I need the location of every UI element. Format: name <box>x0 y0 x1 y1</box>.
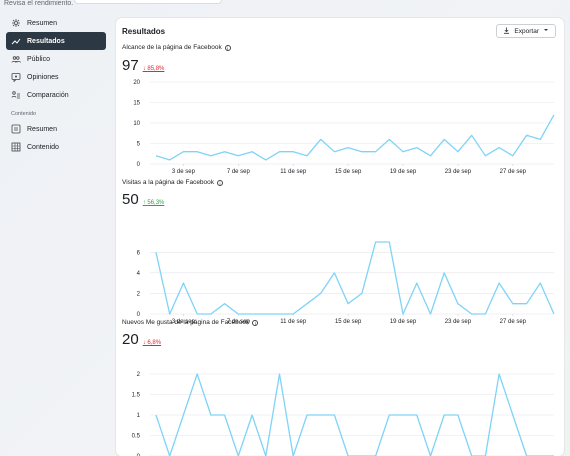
metric-number: 50 <box>122 191 139 208</box>
x-tick-label: 15 de sep <box>335 169 362 175</box>
x-tick-label: 15 de sep <box>335 319 362 325</box>
metric-delta: ↓ 85,8% <box>142 66 165 72</box>
metric-value-visits: 50 ↑ 56,3% <box>122 191 164 208</box>
delta-value: 85,8% <box>147 66 165 72</box>
series-line <box>155 241 555 315</box>
content-overview-icon <box>11 124 21 134</box>
metric-label-visits: Visitas a la página de Facebook i <box>122 179 224 186</box>
sidebar-item-resultados[interactable]: Resultados <box>6 32 106 50</box>
metric-delta: ↑ 56,3% <box>142 200 165 206</box>
sidebar-item-content-resumen[interactable]: Resumen <box>6 120 106 138</box>
x-tick-label: 19 de sep <box>390 169 417 175</box>
feedback-icon <box>11 72 21 82</box>
sidebar-item-publico[interactable]: Público <box>6 50 106 68</box>
x-tick-label: 3 de sep <box>172 319 196 325</box>
x-tick-label: 27 de sep <box>500 319 527 325</box>
sidebar-item-label: Público <box>27 55 50 63</box>
results-icon <box>11 36 21 46</box>
x-tick-label: 23 de sep <box>445 169 472 175</box>
series-line <box>155 373 554 456</box>
audience-icon <box>11 54 21 64</box>
top-hint-text: Revisa el rendimiento. <box>4 0 74 7</box>
sidebar-item-label: Resumen <box>27 19 57 27</box>
info-icon[interactable]: i <box>217 179 224 186</box>
metric-label-likes: Nuevos Me gusta de la página de Facebook… <box>122 319 259 326</box>
x-tick-label: 23 de sep <box>445 319 472 325</box>
sidebar-item-label: Resultados <box>27 37 65 45</box>
reach-chart: 0 5 10 15 20 3 de sep 7 de sep 11 de sep 15 de s… <box>133 80 555 175</box>
metric-label-text: Alcance de la página de Facebook <box>122 44 222 51</box>
y-tick-label: 0.5 <box>132 434 141 440</box>
metric-value-likes: 20 ↓ 6,8% <box>122 331 161 348</box>
sidebar-item-label: Comparación <box>27 91 69 99</box>
y-tick-label: 1.5 <box>132 393 141 399</box>
metric-label-text: Nuevos Me gusta de la página de Facebook <box>122 319 250 326</box>
results-card: Resultados Exportar Alcance de la página… <box>116 18 564 456</box>
y-tick-label: 2 <box>137 291 141 297</box>
card-title: Resultados <box>122 27 166 36</box>
download-icon <box>503 27 510 36</box>
chevron-down-icon <box>543 27 549 35</box>
metric-value-reach: 97 ↓ 85,8% <box>122 57 164 74</box>
metric-delta: ↓ 6,8% <box>142 340 162 346</box>
content-grid-icon <box>11 142 21 152</box>
x-tick-label: 27 de sep <box>500 169 527 175</box>
info-icon[interactable]: i <box>252 319 259 326</box>
delta-value: 56,3% <box>147 200 165 206</box>
sidebar-item-resumen[interactable]: Resumen <box>6 14 106 32</box>
compare-icon <box>11 90 21 100</box>
metric-label-text: Visitas a la página de Facebook <box>122 179 215 186</box>
x-tick-label: 19 de sep <box>390 319 417 325</box>
y-tick-label: 0 <box>137 454 141 456</box>
x-tick-label: 11 de sep <box>280 169 307 175</box>
sidebar-item-comparacion[interactable]: Comparación <box>6 86 106 104</box>
y-tick-label: 6 <box>137 250 141 256</box>
top-search-input[interactable] <box>74 0 222 4</box>
x-tick-label: 7 de sep <box>227 319 251 325</box>
series-line <box>155 114 555 161</box>
metric-number: 97 <box>122 57 139 74</box>
y-tick-label: 15 <box>133 101 140 107</box>
x-tick-label: 11 de sep <box>280 319 307 325</box>
y-tick-label: 2 <box>137 372 141 378</box>
y-tick-label: 1 <box>137 413 141 419</box>
y-tick-label: 10 <box>133 121 140 127</box>
visits-chart: 0 2 4 6 3 de sep 7 de sep 11 de sep 15 de sep 19… <box>137 241 555 325</box>
sidebar-item-content-contenido[interactable]: Contenido <box>6 138 106 156</box>
overview-icon <box>11 18 21 28</box>
sidebar-item-label: Contenido <box>27 143 59 151</box>
y-tick-label: 4 <box>137 271 141 277</box>
y-tick-label: 0 <box>137 312 141 318</box>
info-icon[interactable]: i <box>224 44 231 51</box>
sidebar-item-label: Resumen <box>27 125 57 133</box>
y-tick-label: 20 <box>133 80 140 86</box>
y-tick-label: 5 <box>137 142 141 148</box>
section-label-contenido: Contenido <box>11 111 37 117</box>
x-tick-label: 7 de sep <box>227 169 251 175</box>
y-tick-label: 0 <box>137 162 141 168</box>
delta-value: 6,8% <box>147 340 162 346</box>
sidebar-item-opiniones[interactable]: Opiniones <box>6 68 106 86</box>
sidebar: Resumen Resultados Público Opiniones Com… <box>0 14 112 156</box>
export-button[interactable]: Exportar <box>496 24 556 38</box>
metric-number: 20 <box>122 331 139 348</box>
metric-label-reach: Alcance de la página de Facebook i <box>122 44 231 51</box>
sidebar-item-label: Opiniones <box>27 73 59 81</box>
x-tick-label: 3 de sep <box>172 169 196 175</box>
export-label: Exportar <box>514 27 539 35</box>
